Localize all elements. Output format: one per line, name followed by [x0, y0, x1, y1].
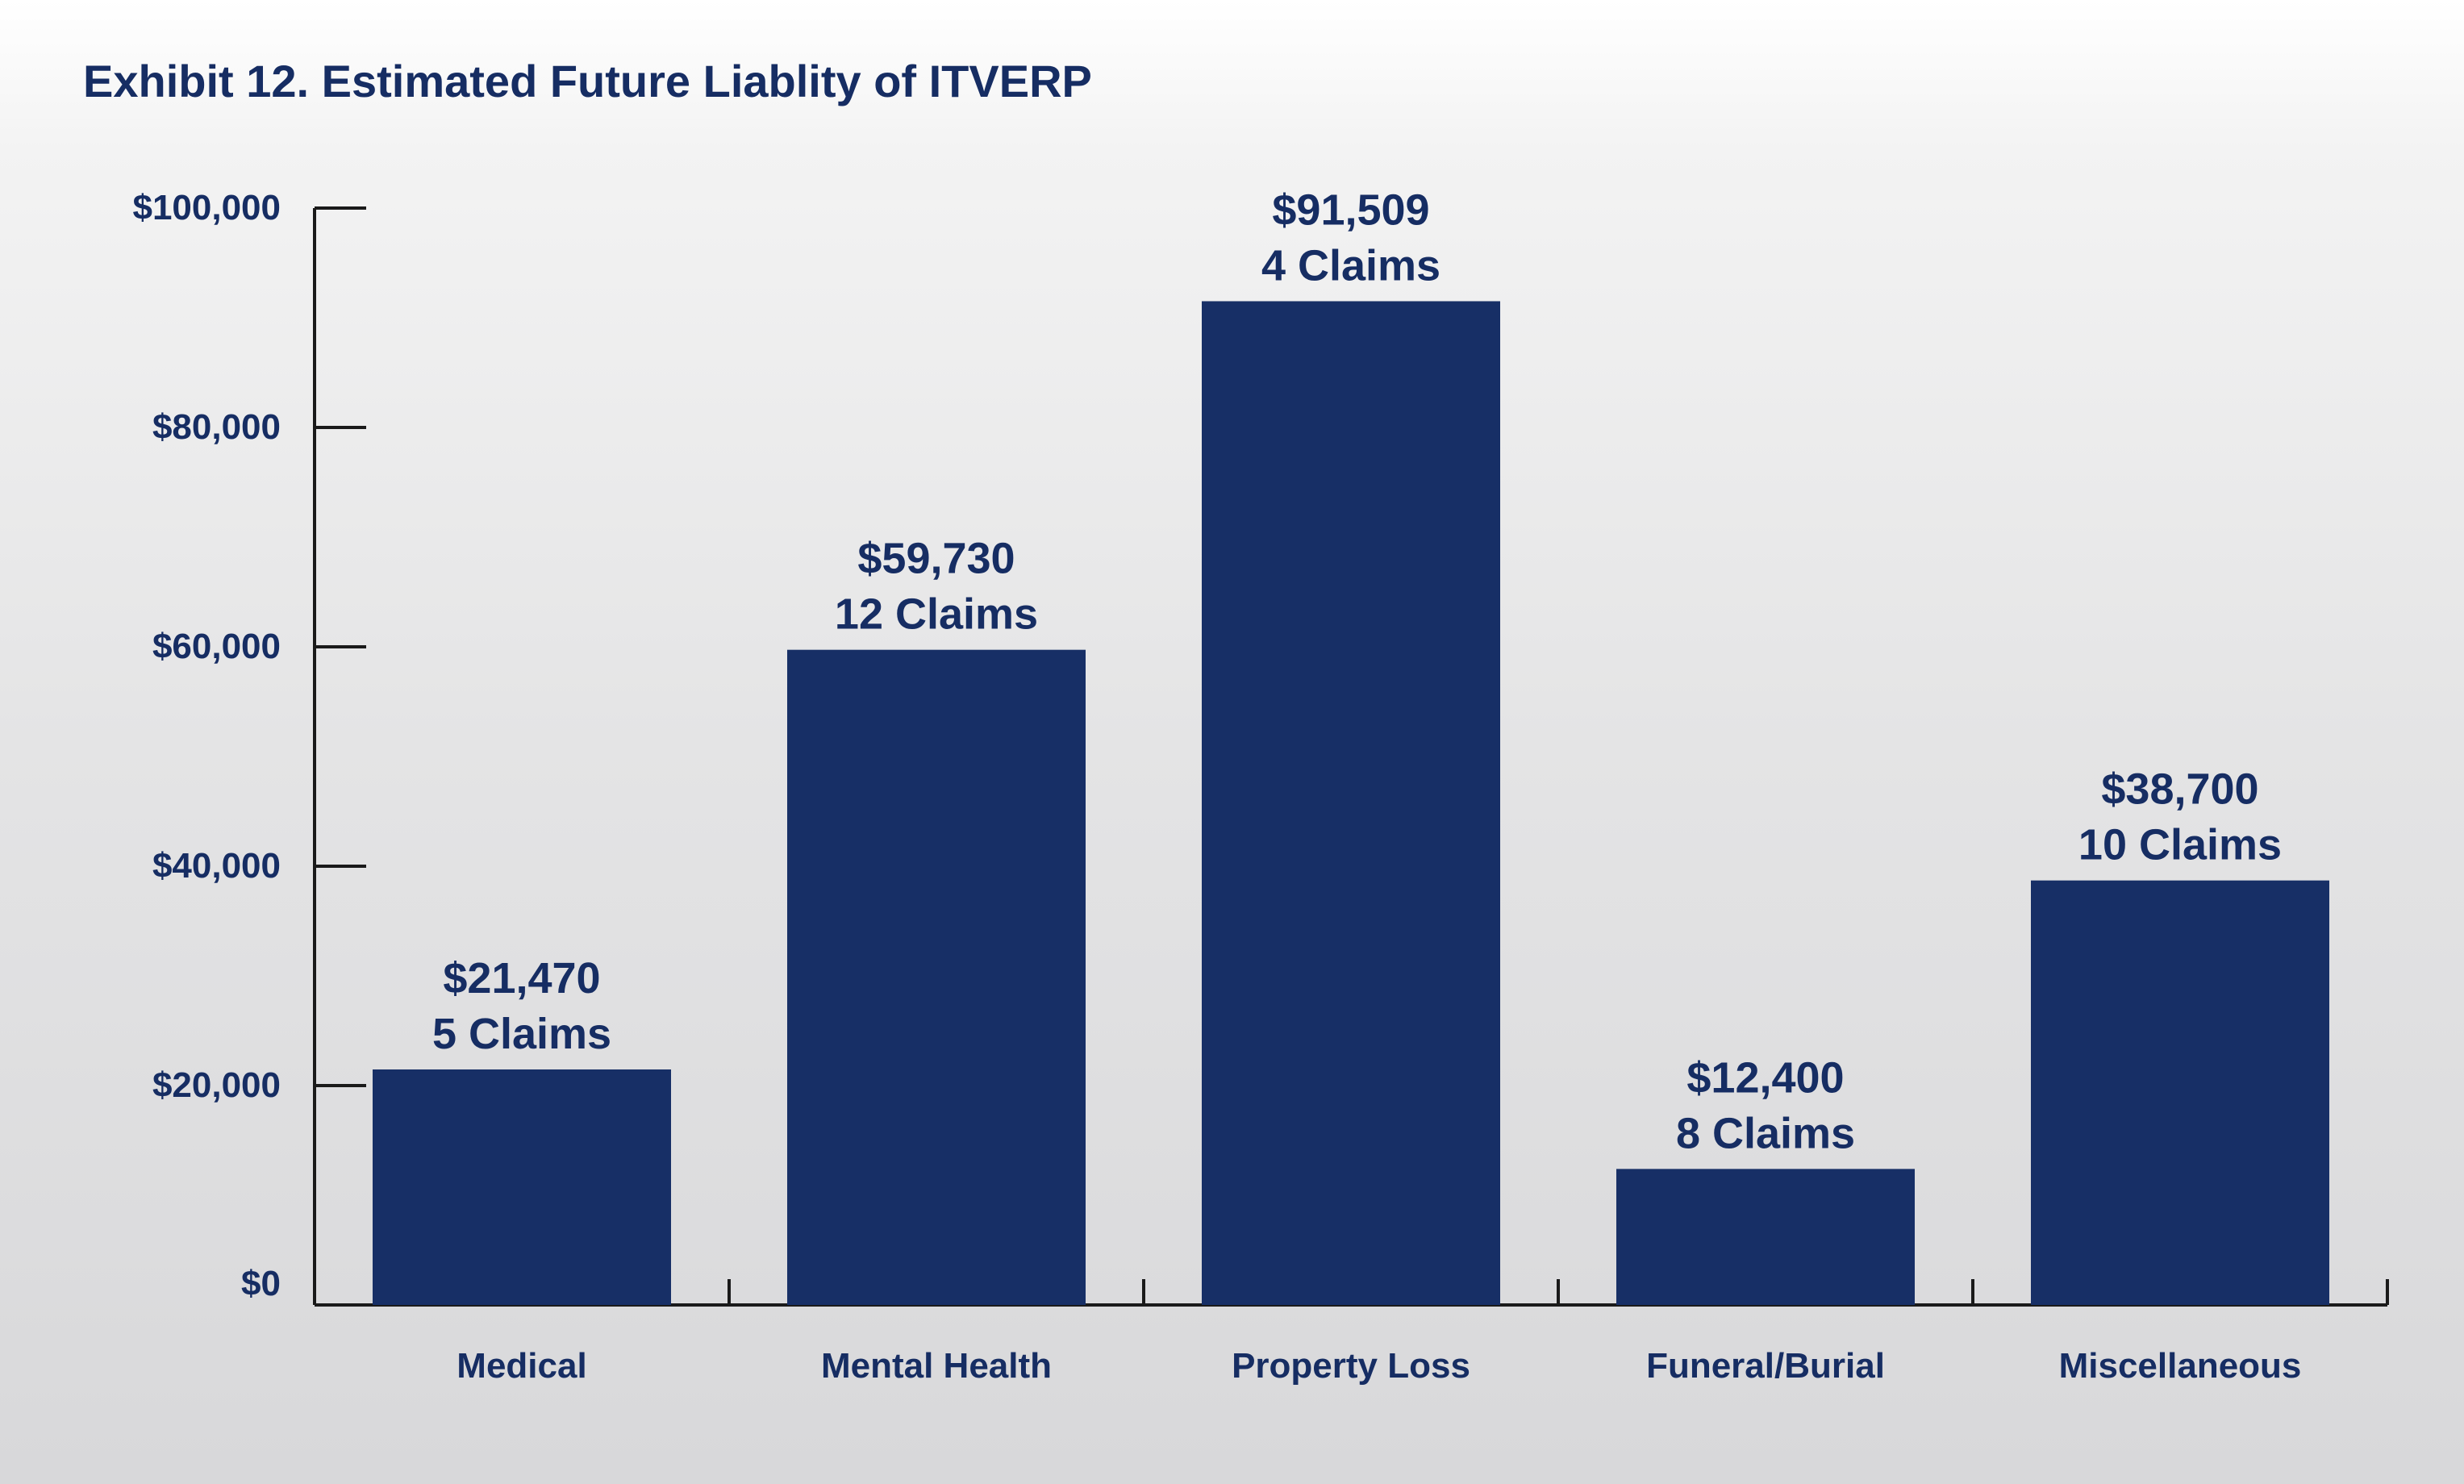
bar — [2031, 880, 2329, 1305]
bar-value-label: $91,509 — [1272, 186, 1429, 234]
bar-claims-label: 10 Claims — [2078, 821, 2282, 869]
bar — [787, 649, 1086, 1305]
bar — [1616, 1169, 1915, 1305]
y-tick-label: $100,000 — [132, 188, 281, 227]
y-tick-label: $60,000 — [152, 627, 281, 666]
bar — [373, 1069, 671, 1305]
bar-claims-label: 12 Claims — [835, 590, 1038, 639]
x-tick-label: Funeral/Burial — [1646, 1346, 1885, 1386]
x-tick-label: Miscellaneous — [2059, 1346, 2302, 1386]
y-tick-label: $80,000 — [152, 407, 281, 447]
bar — [1202, 301, 1500, 1306]
chart-title: Exhibit 12. Estimated Future Liablity of… — [83, 56, 1092, 106]
x-tick-label: Medical — [457, 1346, 586, 1386]
bar-value-label: $59,730 — [857, 535, 1015, 583]
y-tick-label: $20,000 — [152, 1065, 281, 1105]
bar-value-label: $21,470 — [443, 954, 600, 1003]
y-tick-label: $40,000 — [152, 846, 281, 886]
bar-value-label: $12,400 — [1686, 1053, 1844, 1102]
bar-claims-label: 8 Claims — [1676, 1109, 1855, 1157]
bar-value-label: $38,700 — [2101, 765, 2258, 814]
bar-claims-label: 4 Claims — [1261, 241, 1440, 290]
bar-claims-label: 5 Claims — [432, 1010, 611, 1058]
x-tick-label: Mental Health — [821, 1346, 1052, 1386]
x-tick-label: Property Loss — [1232, 1346, 1470, 1386]
y-tick-label: $0 — [241, 1264, 281, 1303]
